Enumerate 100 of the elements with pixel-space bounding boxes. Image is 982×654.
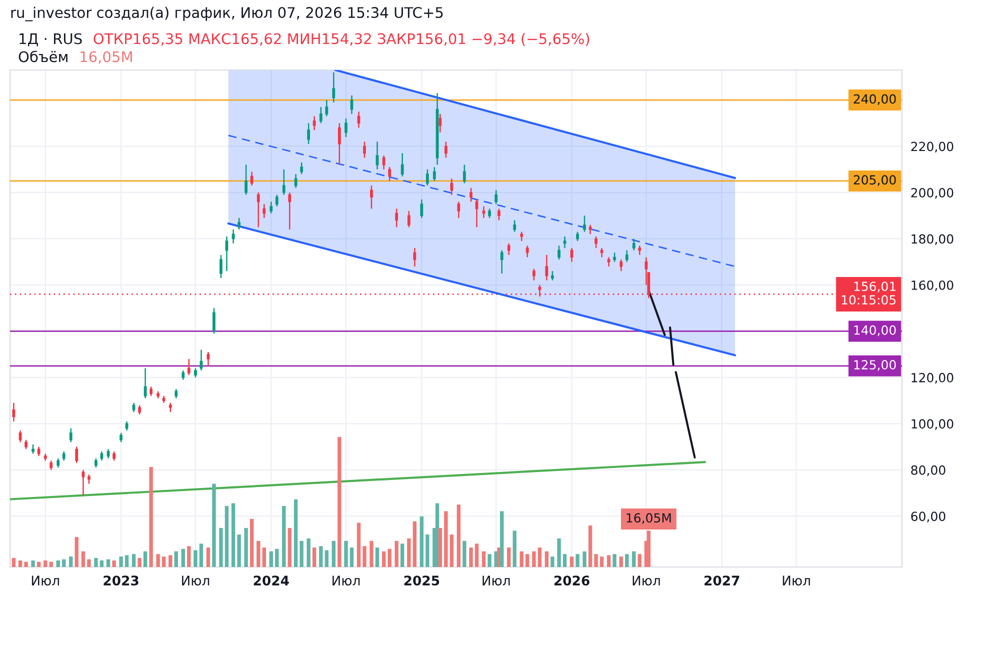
bar (400, 544, 404, 567)
bar (606, 555, 611, 567)
bar (181, 548, 185, 567)
bar (500, 511, 504, 567)
bar (138, 558, 142, 567)
x-tick-label: Июл (632, 576, 660, 586)
bar (100, 560, 104, 567)
bar (36, 562, 41, 567)
bar (526, 554, 530, 567)
bar (557, 538, 561, 567)
bar (94, 558, 98, 567)
bar (332, 540, 336, 567)
bar (56, 560, 60, 567)
bar (375, 547, 380, 567)
bar (300, 540, 304, 567)
ref-line-label: 205,00 (854, 175, 896, 186)
bar (394, 540, 398, 567)
bar (312, 547, 316, 567)
bar (638, 554, 642, 567)
bar (288, 528, 292, 567)
bar (370, 540, 374, 567)
chart-subtitle: ОТКР165,35 МАКС165,62 МИН154,32 ЗАКР156,01 −9,34 (−5,65%) (94, 32, 590, 46)
bar (256, 540, 260, 567)
x-tick-label: 2023 (104, 576, 138, 586)
bar (174, 551, 178, 567)
bar (426, 534, 430, 567)
bar (469, 547, 473, 567)
bar (450, 534, 454, 567)
bar (474, 544, 479, 567)
bar (31, 560, 35, 567)
y-tick-label: 60,00 (911, 512, 946, 522)
ref-line-label: 240,00 (854, 94, 896, 105)
bar (219, 528, 223, 567)
bar (106, 559, 110, 567)
ref-line-label: 156,01 10:15:05 (842, 282, 896, 305)
bar (199, 544, 204, 567)
bar (632, 551, 636, 567)
bar (520, 551, 524, 567)
bar (407, 538, 411, 567)
bar (24, 562, 28, 567)
y-tick-label: 220,00 (911, 142, 954, 152)
x-tick-label: Июл (332, 576, 360, 586)
y-tick-label: 120,00 (912, 372, 954, 384)
bar (594, 554, 598, 567)
bar (538, 547, 542, 567)
bar (49, 562, 53, 567)
bar (275, 548, 279, 567)
bar (506, 547, 511, 567)
bar (74, 537, 78, 567)
x-tick-label: 2027 (704, 576, 740, 586)
bar (420, 516, 424, 567)
bar (237, 534, 241, 567)
bar (206, 547, 210, 567)
bar (194, 550, 198, 567)
bar (576, 554, 580, 567)
ref-line-label: 125,00 (854, 360, 896, 371)
bar (244, 528, 248, 567)
y-tick-label: 80,00 (911, 465, 946, 476)
bar (512, 530, 516, 567)
bar (156, 554, 160, 567)
bar (62, 559, 66, 567)
bar (262, 547, 266, 567)
bar (112, 560, 116, 567)
x-tick-label: 2024 (254, 576, 289, 586)
bar (550, 556, 554, 567)
bar (570, 556, 574, 567)
bar (388, 548, 392, 567)
bar (319, 546, 323, 567)
bar (482, 551, 486, 567)
bar (362, 546, 366, 567)
x-tick-label: 2025 (404, 576, 440, 586)
bar (532, 551, 536, 567)
bar (81, 551, 86, 567)
bar (69, 556, 73, 567)
bar (269, 551, 273, 567)
y-tick-label: 200,00 (911, 188, 954, 199)
bar (87, 559, 91, 567)
bar (187, 546, 191, 567)
bar (444, 511, 448, 567)
bar (250, 518, 254, 567)
bar (582, 551, 586, 567)
x-tick-label: Июл (782, 576, 810, 586)
x-tick-label: 2026 (554, 576, 590, 586)
bar (600, 556, 604, 567)
bar (588, 525, 592, 567)
x-tick-label: Июл (32, 576, 59, 586)
bar (168, 555, 172, 567)
bar (619, 556, 623, 567)
bar (562, 554, 567, 567)
x-tick-label: Июл (482, 576, 510, 586)
bar (324, 550, 329, 567)
chart-title: 1Д · RUS (20, 33, 82, 46)
bar (132, 554, 136, 567)
bar (344, 540, 348, 567)
bar (462, 540, 466, 567)
bar (488, 554, 492, 567)
bar (350, 547, 354, 567)
bar (612, 554, 616, 567)
bar (12, 558, 16, 567)
bar (44, 560, 48, 567)
